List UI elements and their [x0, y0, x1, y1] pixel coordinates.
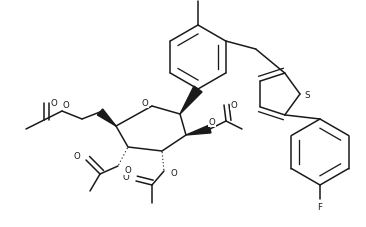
Text: F: F: [317, 203, 322, 212]
Text: O: O: [209, 118, 215, 127]
Polygon shape: [186, 126, 211, 135]
Polygon shape: [97, 109, 116, 126]
Text: O: O: [123, 173, 129, 182]
Text: O: O: [125, 166, 131, 175]
Text: O: O: [51, 99, 57, 108]
Text: O: O: [63, 100, 70, 109]
Text: O: O: [74, 152, 81, 161]
Text: O: O: [231, 101, 238, 110]
Text: S: S: [304, 90, 310, 99]
Text: O: O: [171, 169, 178, 178]
Text: O: O: [142, 99, 148, 108]
Polygon shape: [180, 87, 202, 114]
